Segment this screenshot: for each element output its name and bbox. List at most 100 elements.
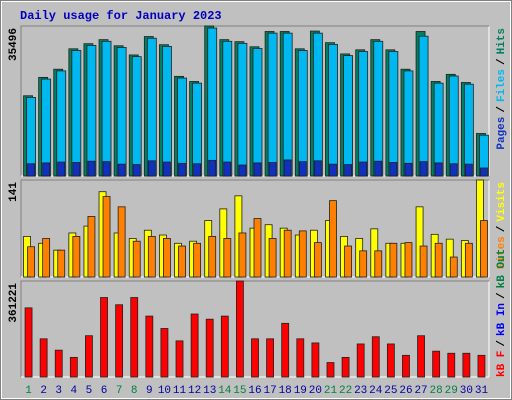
bar	[69, 356, 78, 378]
bar	[178, 162, 186, 177]
x-tick-label: 19	[294, 385, 307, 397]
legend-separator: /	[496, 106, 508, 113]
x-tick-label: 8	[131, 385, 138, 397]
bar	[343, 55, 353, 177]
x-tick-label: 2	[40, 385, 47, 397]
x-tick-label: 17	[263, 385, 276, 397]
bar	[132, 164, 141, 177]
bar	[434, 162, 443, 177]
bar	[41, 78, 52, 177]
bar	[160, 328, 169, 378]
bar	[237, 42, 248, 177]
x-tick-label: 24	[369, 385, 383, 397]
bar	[86, 44, 97, 177]
bar	[24, 307, 33, 378]
legend-entry: kB Out	[496, 249, 508, 289]
bar	[358, 51, 369, 177]
x-tick-label: 25	[384, 385, 397, 397]
bar	[102, 161, 111, 177]
bar	[404, 242, 413, 278]
bar	[389, 162, 398, 177]
bar	[448, 75, 459, 177]
bar	[311, 342, 320, 378]
legend: Pages / Files / Hits	[496, 28, 508, 150]
x-tick-label: 15	[233, 385, 246, 397]
bar	[193, 163, 202, 177]
x-tick-label: 14	[218, 385, 232, 397]
bar	[344, 164, 352, 177]
x-tick-label: 9	[146, 385, 153, 397]
bar	[266, 338, 274, 378]
bar	[220, 315, 229, 378]
bar	[313, 160, 322, 177]
bar	[87, 160, 96, 177]
bar	[130, 297, 139, 378]
bar	[102, 196, 111, 278]
bar	[85, 335, 93, 378]
legend-separator: /	[496, 225, 508, 232]
bar	[419, 245, 428, 278]
legend-entry: kB F	[496, 351, 508, 377]
bar	[268, 238, 277, 278]
bar	[54, 349, 63, 378]
legend-entry: Pages	[496, 117, 508, 150]
bar	[464, 242, 473, 278]
x-tick-label: 27	[414, 385, 427, 397]
bar	[238, 232, 247, 278]
bar	[480, 167, 488, 177]
bar	[39, 338, 48, 378]
bar	[374, 250, 383, 278]
bar	[163, 238, 171, 278]
bar	[117, 206, 126, 278]
bar	[57, 161, 66, 177]
bar	[56, 70, 67, 177]
x-tick-label: 12	[188, 385, 201, 397]
bar	[447, 352, 456, 378]
x-tick-label: 29	[445, 385, 458, 397]
legend-separator: /	[496, 292, 508, 299]
bar	[72, 162, 81, 177]
bar	[402, 354, 410, 378]
x-tick-label: 1	[25, 385, 32, 397]
x-tick-label: 31	[475, 385, 489, 397]
bar	[27, 246, 35, 278]
bar	[418, 35, 429, 177]
bar	[117, 163, 126, 177]
bar	[298, 161, 307, 177]
y-tick-label: 141	[8, 182, 20, 202]
bar	[100, 297, 108, 378]
bar	[386, 343, 395, 378]
bar	[341, 356, 350, 378]
x-tick-label: 4	[71, 385, 78, 397]
bar	[477, 354, 486, 378]
bar	[222, 40, 233, 177]
bar	[328, 43, 338, 177]
bar	[298, 230, 307, 278]
legend-entry: kB In	[496, 303, 508, 336]
bar	[162, 46, 172, 177]
bar	[417, 335, 425, 378]
x-tick-label: 23	[354, 385, 367, 397]
x-tick-label: 21	[324, 385, 338, 397]
legend-separator: /	[496, 340, 508, 347]
x-tick-label: 3	[55, 385, 62, 397]
bar	[329, 200, 337, 278]
x-tick-label: 16	[248, 385, 261, 397]
bar	[190, 313, 199, 378]
bar	[223, 238, 232, 278]
x-tick-label: 26	[399, 385, 412, 397]
bar	[116, 47, 127, 177]
x-tick-label: 11	[173, 385, 187, 397]
bar	[403, 70, 414, 177]
bar	[389, 242, 398, 278]
bar	[297, 50, 308, 177]
bar	[71, 50, 82, 177]
bar	[374, 160, 383, 177]
bar	[42, 162, 51, 177]
bar	[192, 82, 203, 177]
bar	[223, 161, 232, 177]
bar	[415, 206, 424, 278]
bar	[267, 32, 278, 177]
bar	[281, 322, 290, 378]
x-tick-label: 6	[101, 385, 108, 397]
